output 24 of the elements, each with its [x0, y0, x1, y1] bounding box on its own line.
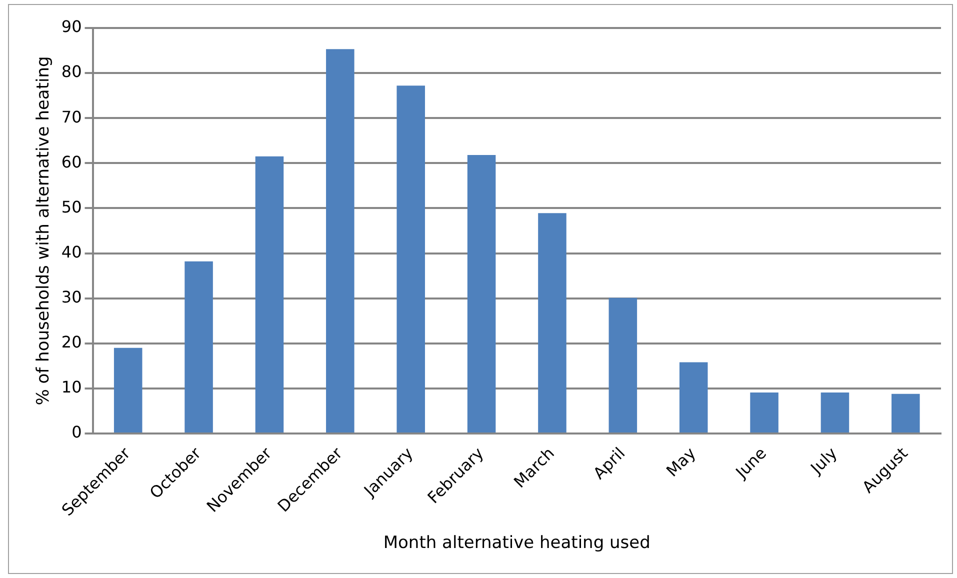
- bar: [396, 86, 425, 432]
- y-tick-label: 60: [61, 152, 82, 172]
- bar: [184, 261, 213, 432]
- y-tick-label: 10: [61, 378, 82, 397]
- bar: [255, 156, 284, 432]
- y-tick-label: 30: [61, 287, 82, 306]
- bar: [679, 362, 708, 432]
- y-tick-label: 0: [72, 422, 82, 442]
- bar: [467, 155, 496, 432]
- y-tick-label: 50: [61, 197, 82, 216]
- y-tick-label: 90: [61, 17, 82, 36]
- y-tick-label: 70: [61, 107, 82, 126]
- bar: [608, 298, 638, 432]
- y-tick-label: 40: [61, 242, 82, 262]
- y-axis-title: % of households with alternative heating: [34, 56, 54, 406]
- bar: [750, 392, 778, 432]
- y-tick-label: 80: [61, 62, 82, 82]
- bar: [538, 213, 566, 432]
- bar: [114, 348, 142, 432]
- bar: [326, 49, 354, 432]
- bar: [820, 392, 850, 432]
- x-axis-title: Month alternative heating used: [383, 533, 650, 554]
- y-tick-label: 20: [61, 332, 82, 352]
- bar: [892, 394, 920, 432]
